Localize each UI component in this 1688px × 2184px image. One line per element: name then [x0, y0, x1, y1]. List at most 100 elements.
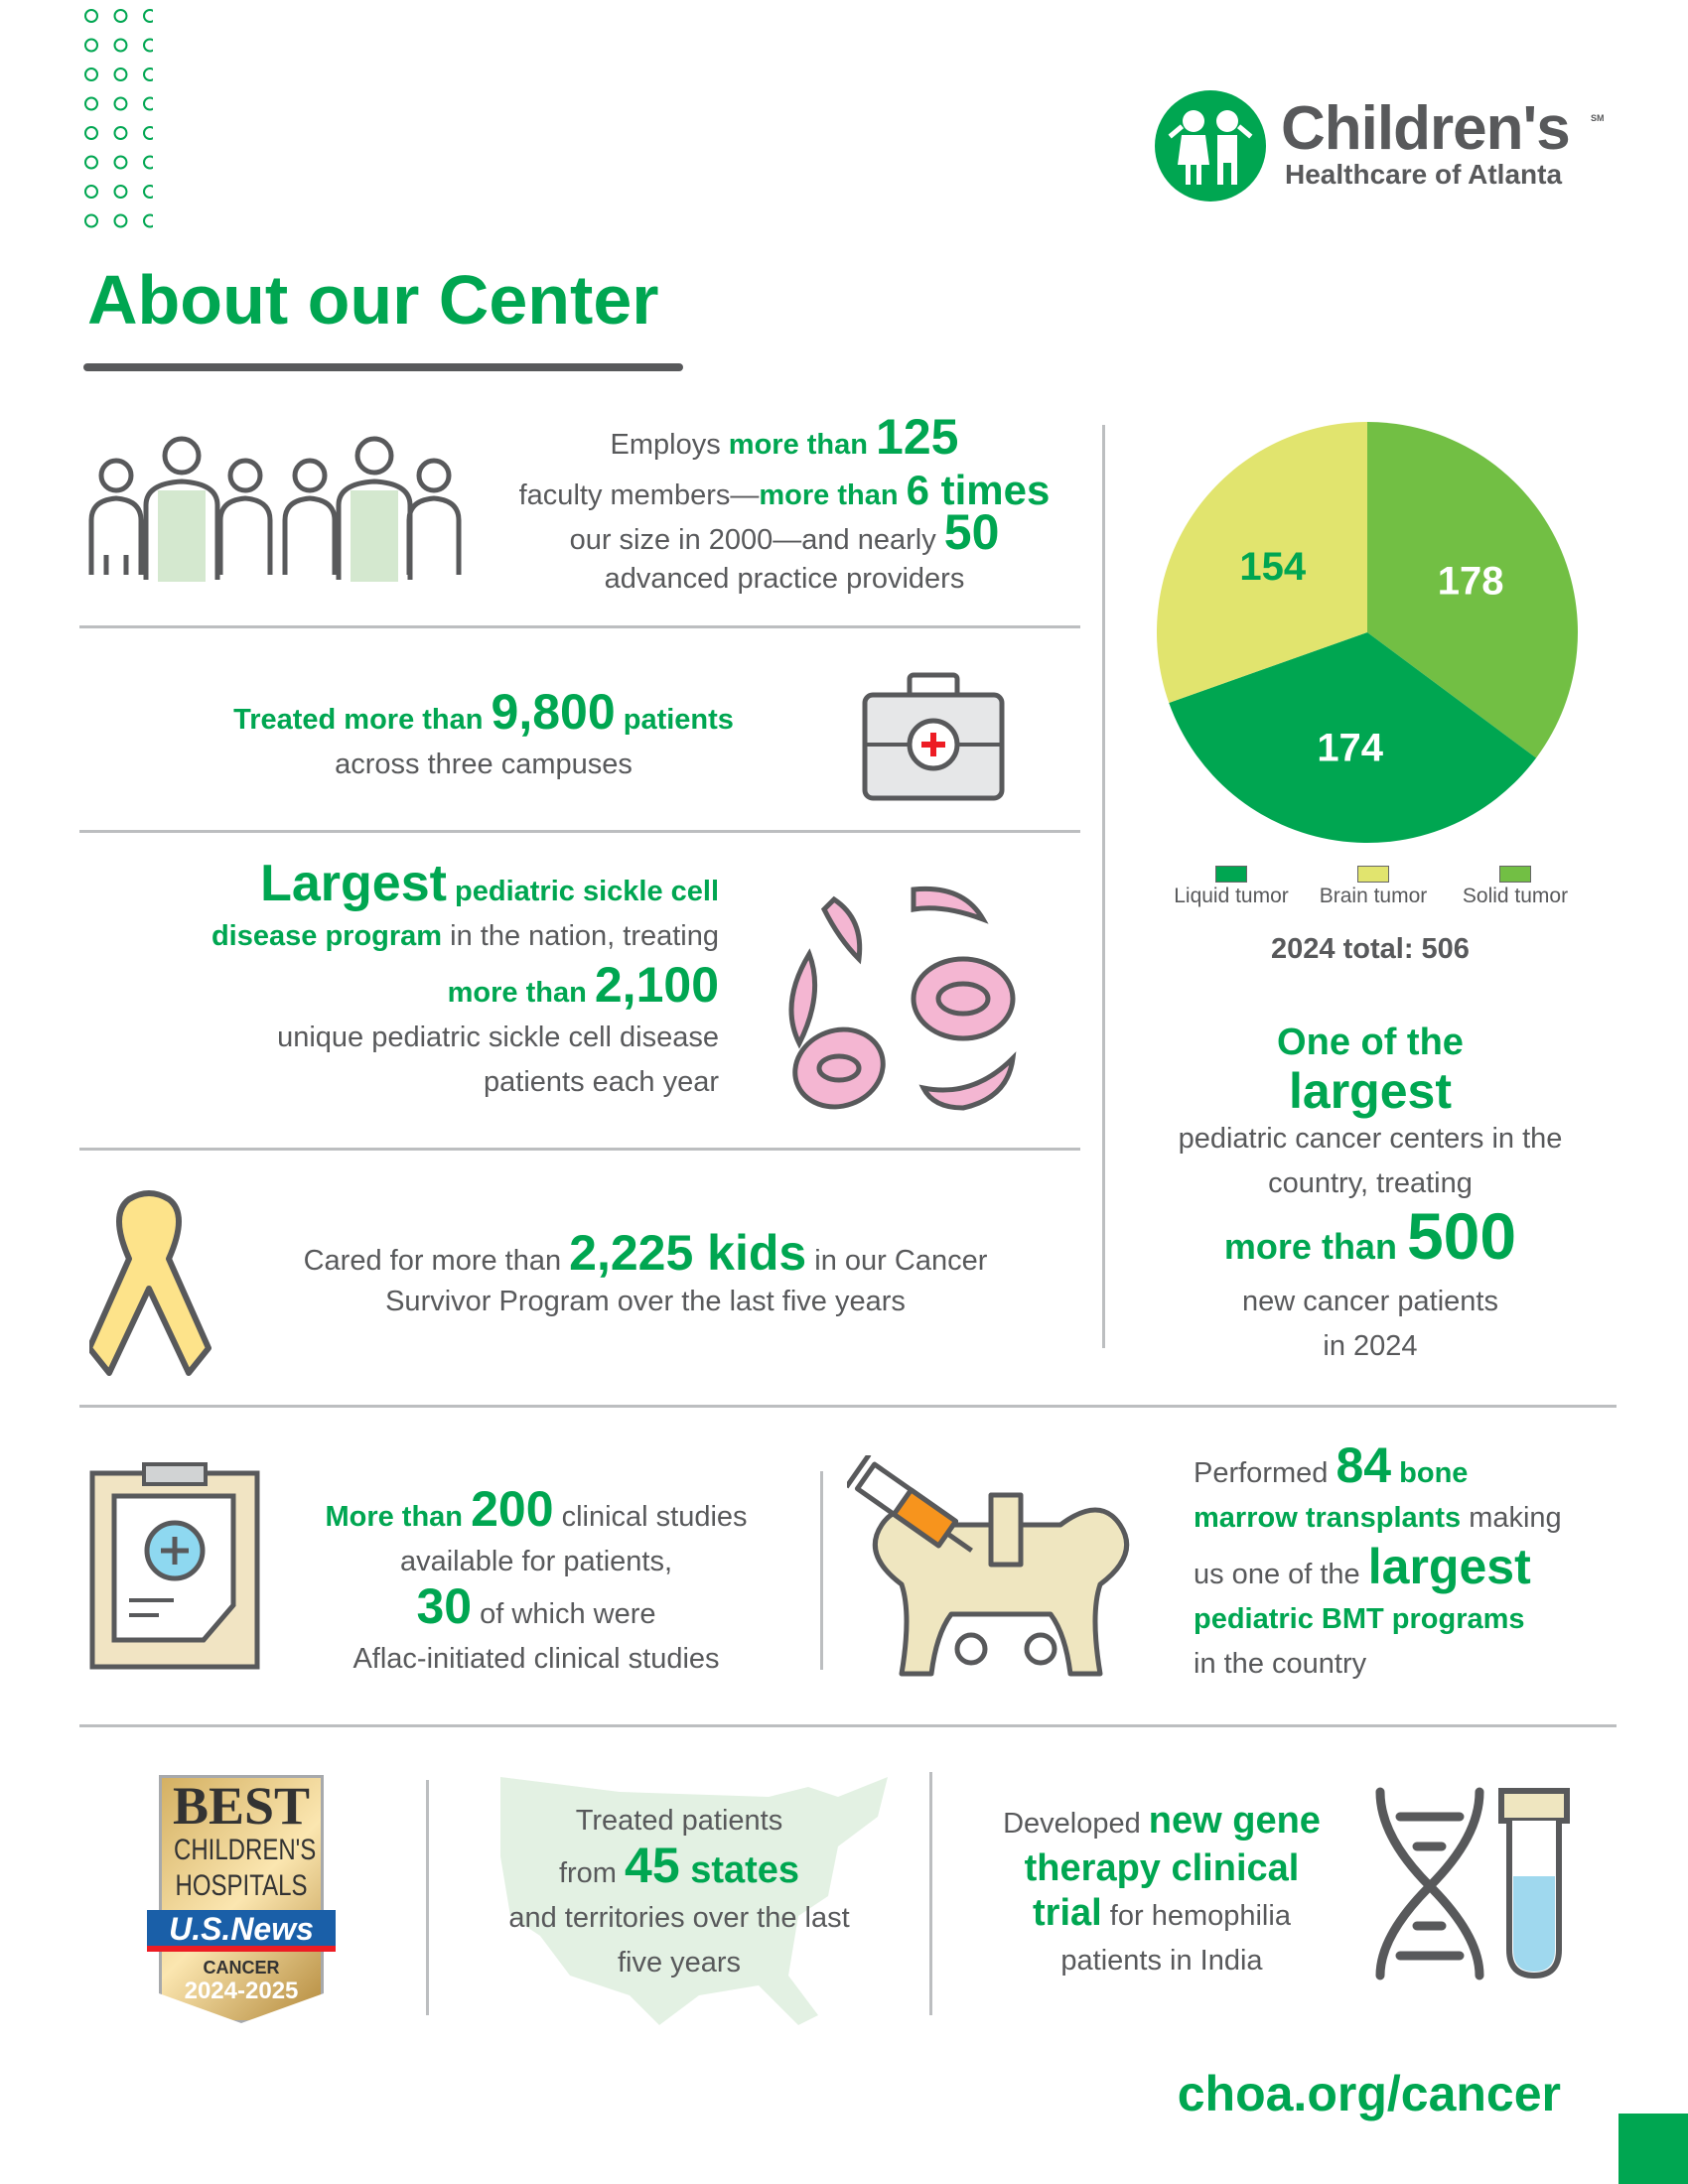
- dot: [113, 213, 128, 228]
- text: available for patients,: [399, 1546, 673, 1577]
- children-logo-icon: [1155, 90, 1266, 202]
- text: country, treating: [1268, 1167, 1473, 1199]
- dot: [84, 213, 98, 228]
- pie-slice-label: 154: [1239, 545, 1306, 589]
- column-divider: [1102, 425, 1105, 1348]
- text: patients in India: [1060, 1945, 1263, 1977]
- logo-mark: SM: [1591, 113, 1605, 123]
- dot: [84, 155, 98, 170]
- dna-test-tube-icon: [1375, 1787, 1570, 1980]
- text: disease program: [211, 920, 443, 952]
- us-news-badge: BEST CHILDREN'S HOSPITALS U.S.News CANCE…: [147, 1775, 336, 2025]
- badge-text: CHILDREN'S: [174, 1834, 317, 1866]
- text: advanced practice providers: [604, 563, 965, 595]
- text: Cared for more than: [303, 1245, 570, 1277]
- text: faculty members—: [518, 479, 760, 511]
- text: new cancer patients: [1242, 1286, 1498, 1317]
- text: five years: [617, 1947, 742, 1979]
- text: making: [1461, 1502, 1562, 1534]
- text: marrow transplants: [1194, 1502, 1462, 1534]
- faculty-stat: Employs more than 125 faculty members—mo…: [467, 412, 1102, 602]
- dot: [84, 38, 98, 53]
- syringe-pelvis-icon: [847, 1455, 1130, 1677]
- survivor-stat: Cared for more than 2,225 kids in our Ca…: [248, 1228, 1043, 1324]
- badge-text: BEST: [172, 1776, 311, 1836]
- tumor-pie-chart: 178 174 154: [1157, 422, 1578, 843]
- dot: [143, 126, 153, 140]
- column-divider: [820, 1471, 823, 1670]
- dot: [113, 9, 128, 23]
- pie-legend: Liquid tumor Brain tumor Solid tumor: [1152, 866, 1589, 915]
- dot: [113, 68, 128, 81]
- stat-number: 9,800: [491, 684, 616, 740]
- text: Treated patients: [575, 1805, 783, 1837]
- stat-number: 2,225 kids: [569, 1225, 807, 1281]
- largest-center-stat: One of the largest pediatric cancer cent…: [1132, 1021, 1609, 1369]
- column-divider: [426, 1780, 429, 2015]
- text: largest: [1367, 1539, 1531, 1594]
- us-map-icon: [500, 1777, 888, 2025]
- text: Performed: [1194, 1457, 1336, 1489]
- text: Treated more than: [233, 704, 492, 736]
- text: One of the: [1277, 1022, 1464, 1063]
- clinical-studies-stat: More than 200 clinical studies available…: [268, 1484, 804, 1682]
- text: Survivor Program over the last five year…: [385, 1286, 906, 1317]
- corner-accent: [1618, 2114, 1688, 2184]
- dot: [84, 9, 98, 23]
- text: Aflac-initiated clinical studies: [352, 1643, 720, 1675]
- text: from: [558, 1857, 626, 1889]
- text: for hemophilia: [1101, 1900, 1291, 1932]
- pie-slice-label: 174: [1317, 726, 1383, 769]
- legend-label: Brain tumor: [1319, 885, 1428, 907]
- dot: [143, 96, 153, 111]
- stat-number: 45: [625, 1838, 680, 1893]
- text: unique pediatric sickle cell disease: [277, 1022, 719, 1053]
- website-link[interactable]: choa.org/cancer: [1177, 2066, 1561, 2121]
- dot: [84, 126, 98, 140]
- dot: [113, 126, 128, 140]
- dot: [143, 213, 153, 228]
- text: across three campuses: [335, 749, 633, 780]
- text: patients: [615, 704, 734, 736]
- legend-item: Liquid tumor: [1162, 866, 1301, 908]
- stat-number: 30: [416, 1578, 473, 1634]
- text: Largest: [260, 855, 447, 912]
- logo-name: Children's: [1281, 94, 1571, 163]
- text: in 2024: [1323, 1330, 1418, 1362]
- bmt-stat: Performed 84 bone marrow transplants mak…: [1194, 1440, 1630, 1687]
- legend-swatch: [1357, 866, 1389, 883]
- dot: [143, 9, 153, 23]
- text: our size in 2000—and nearly: [569, 524, 944, 556]
- text: more than: [447, 977, 595, 1009]
- page-title: About our Center: [87, 261, 659, 339]
- text: clinical studies: [553, 1501, 748, 1533]
- divider: [79, 1148, 1080, 1151]
- pie-slice-label: 178: [1438, 560, 1504, 604]
- divider: [79, 1405, 1617, 1408]
- gene-therapy-stat: Developed new gene therapy clinical tria…: [953, 1799, 1370, 1983]
- stat-number: 6 times: [906, 467, 1051, 513]
- text: pediatric sickle cell: [446, 876, 719, 907]
- sickle-cell-stat: Largest pediatric sickle cell disease pr…: [99, 858, 719, 1105]
- dot: [113, 38, 128, 53]
- text: Developed: [1003, 1808, 1149, 1840]
- logo: Children's SM Healthcare of Atlanta: [1154, 89, 1630, 204]
- patients-stat: Treated more than 9,800 patients across …: [149, 687, 818, 787]
- badge-text: HOSPITALS: [175, 1869, 308, 1902]
- text: pediatric BMT programs: [1194, 1603, 1525, 1635]
- legend-swatch: [1215, 866, 1247, 883]
- dot: [143, 38, 153, 53]
- text: bone: [1391, 1457, 1469, 1489]
- dot: [113, 96, 128, 111]
- dot: [84, 68, 98, 81]
- stat-number: 84: [1336, 1437, 1392, 1493]
- logo-subtitle: Healthcare of Atlanta: [1285, 159, 1563, 190]
- legend-swatch: [1499, 866, 1531, 883]
- pie-slice-brain-tumor: [1157, 422, 1367, 703]
- text: Employs: [610, 429, 729, 461]
- text: pediatric cancer centers in the: [1178, 1123, 1563, 1155]
- medical-kit-icon: [862, 672, 1005, 801]
- text: of which were: [472, 1598, 656, 1630]
- divider: [79, 830, 1080, 833]
- text: More than: [325, 1501, 472, 1533]
